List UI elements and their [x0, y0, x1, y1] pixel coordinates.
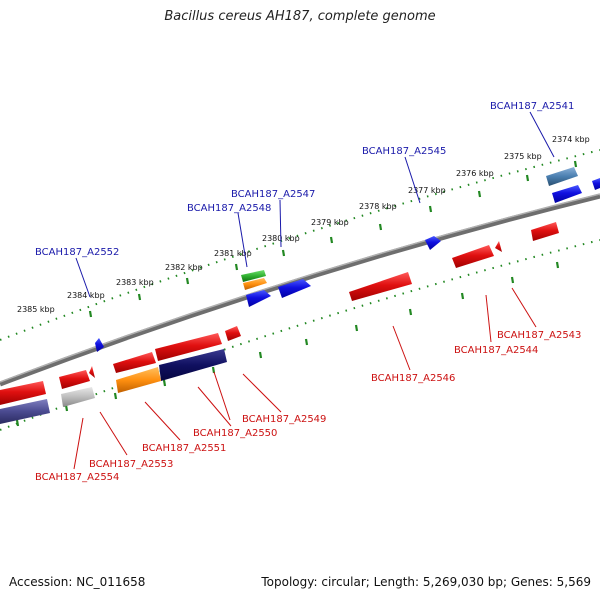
gene-label[interactable]: BCAH187_A2549	[242, 414, 326, 425]
gene-arrow[interactable]	[531, 222, 559, 241]
gene-arrow[interactable]	[552, 185, 582, 203]
gene-arrow[interactable]	[546, 167, 578, 186]
gene-label[interactable]: BCAH187_A2554	[35, 472, 119, 483]
gene-arrow[interactable]	[592, 178, 600, 190]
reverse-genes	[0, 222, 559, 424]
forward-major-ticks	[88, 160, 578, 318]
gene-label[interactable]: BCAH187_A2553	[89, 459, 173, 470]
tick-label: 2381 kbp	[214, 249, 252, 258]
tick-label: 2376 kbp	[456, 169, 494, 178]
gene-arrow[interactable]	[95, 338, 104, 352]
gene-label[interactable]: BCAH187_A2550	[193, 428, 277, 439]
reverse-callouts	[73, 287, 537, 470]
accession-text: Accession: NC_011658	[9, 575, 146, 589]
gene-label[interactable]: BCAH187_A2546	[371, 373, 455, 384]
genome-title: Bacillus cereus AH187, complete genome	[164, 9, 436, 24]
gene-arrow[interactable]	[495, 241, 502, 252]
gene-label[interactable]: BCAH187_A2541	[490, 101, 574, 112]
gene-arrow[interactable]	[113, 352, 156, 373]
tick-label: 2384 kbp	[67, 291, 105, 300]
topology-text: Topology: circular; Length: 5,269,030 bp…	[261, 575, 591, 589]
gene-label[interactable]: BCAH187_A2552	[35, 247, 119, 258]
tick-label: 2379 kbp	[311, 218, 349, 227]
reverse-major-ticks	[15, 261, 560, 427]
gene-label[interactable]: BCAH187_A2551	[142, 443, 226, 454]
gene-arrow[interactable]	[241, 270, 266, 282]
gene-arrow[interactable]	[0, 381, 46, 405]
tick-label: 2385 kbp	[17, 305, 55, 314]
gene-arrow[interactable]	[225, 326, 241, 341]
tick-label: 2383 kbp	[116, 278, 154, 287]
forward-callouts	[75, 111, 555, 298]
gene-arrow[interactable]	[0, 399, 50, 424]
gene-arrow[interactable]	[452, 245, 494, 268]
gene-arrow[interactable]	[278, 279, 311, 298]
gene-label[interactable]: BCAH187_A2547	[231, 189, 315, 200]
gene-label[interactable]: BCAH187_A2548	[187, 203, 271, 214]
forward-gene-labels: BCAH187_A2541 BCAH187_A2545 BCAH187_A254…	[35, 101, 574, 258]
tick-label: 2378 kbp	[359, 202, 397, 211]
gene-arrow[interactable]	[116, 367, 161, 393]
gene-label[interactable]: BCAH187_A2545	[362, 146, 446, 157]
gene-arrow[interactable]	[246, 290, 271, 307]
gene-arrow[interactable]	[425, 236, 441, 250]
gene-arrow[interactable]	[349, 272, 412, 301]
gene-label[interactable]: BCAH187_A2543	[497, 330, 581, 341]
gene-arrow[interactable]	[243, 278, 267, 290]
gene-arrow[interactable]	[61, 387, 95, 407]
gene-arrow[interactable]	[155, 333, 222, 361]
forward-genes	[95, 167, 600, 352]
gene-arrow[interactable]	[159, 349, 227, 381]
gene-arrow[interactable]	[59, 370, 90, 389]
tick-label: 2377 kbp	[408, 186, 446, 195]
gene-arrow[interactable]	[89, 366, 95, 378]
reverse-gene-labels: BCAH187_A2543 BCAH187_A2544 BCAH187_A254…	[35, 330, 581, 483]
tick-label: 2375 kbp	[504, 152, 542, 161]
tick-label: 2374 kbp	[552, 135, 590, 144]
gene-label[interactable]: BCAH187_A2544	[454, 345, 538, 356]
tick-label: 2382 kbp	[165, 263, 203, 272]
